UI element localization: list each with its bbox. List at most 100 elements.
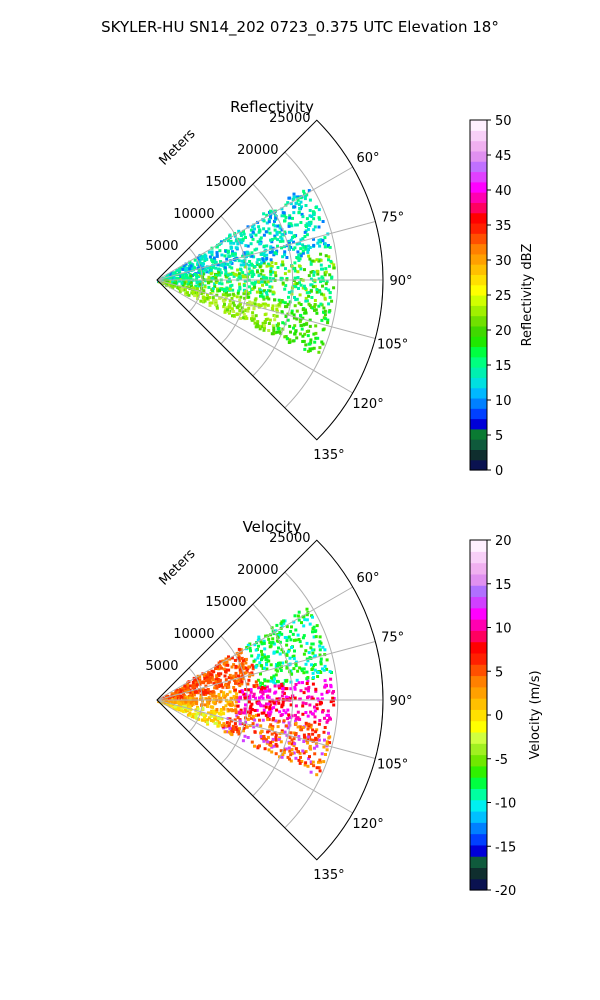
echo-gate: [313, 654, 317, 658]
echo-gate: [274, 736, 278, 740]
echo-gate: [327, 264, 331, 268]
echo-gate: [238, 298, 242, 302]
velocity-grid: [156, 539, 384, 861]
echo-gate: [305, 299, 309, 303]
echo-gate: [171, 284, 175, 288]
echo-gate: [292, 744, 296, 748]
echo-gate: [256, 320, 260, 324]
echo-gate: [328, 245, 332, 249]
echo-gate: [253, 302, 257, 306]
echo-gate: [251, 274, 254, 278]
echo-gate: [289, 222, 293, 226]
echo-gate: [265, 295, 269, 299]
echo-gate: [303, 230, 307, 234]
colorbar-tick-label: 10: [495, 622, 512, 637]
echo-gate: [239, 696, 243, 700]
echo-gate: [197, 268, 201, 272]
echo-gate: [223, 730, 227, 734]
echo-gate: [308, 318, 312, 322]
colorbar-tick-label: -20: [495, 884, 516, 899]
reflectivity-angle-tick-labels: 60°75°90°105°120°135°: [313, 151, 412, 463]
echo-gate: [270, 238, 274, 241]
colorbar-swatch: [470, 788, 487, 801]
echo-gate: [278, 330, 282, 334]
echo-gate: [173, 282, 177, 286]
echo-gate: [311, 285, 315, 289]
echo-gate: [229, 676, 233, 680]
echo-gate: [198, 682, 202, 686]
echo-gate: [253, 718, 257, 722]
echo-gate: [278, 755, 281, 759]
echo-gate: [287, 295, 290, 299]
echo-gate: [214, 694, 218, 698]
echo-gate: [228, 265, 232, 269]
echo-gate: [302, 751, 306, 755]
echo-gate: [242, 259, 246, 263]
echo-gate: [241, 711, 245, 715]
echo-gate: [320, 752, 324, 756]
echo-gate: [278, 301, 282, 305]
echo-gate: [283, 253, 286, 257]
echo-gate: [232, 303, 236, 307]
echo-gate: [266, 262, 270, 266]
echo-gate: [209, 269, 213, 273]
echo-gate: [310, 712, 314, 716]
echo-gate: [270, 306, 274, 310]
echo-gate: [220, 240, 223, 244]
echo-gate: [234, 664, 238, 668]
echo-gate: [176, 286, 180, 289]
echo-gate: [189, 690, 193, 694]
echo-gate: [311, 732, 315, 736]
echo-gate: [229, 700, 232, 704]
echo-gate: [207, 675, 211, 679]
echo-gate: [168, 273, 172, 277]
echo-gate: [274, 274, 278, 278]
echo-gate: [311, 697, 315, 701]
echo-gate: [233, 234, 237, 238]
echo-gate: [201, 680, 205, 684]
echo-gate: [310, 663, 313, 667]
echo-gate: [181, 267, 185, 271]
echo-gate: [283, 245, 286, 249]
echo-gate: [184, 262, 188, 266]
echo-gate: [199, 299, 203, 303]
echo-gate: [279, 749, 283, 753]
echo-gate: [325, 658, 329, 662]
echo-gate: [259, 724, 263, 728]
echo-gate: [185, 274, 188, 277]
echo-gate: [296, 276, 300, 279]
echo-gate: [282, 751, 286, 755]
echo-gate: [283, 287, 287, 291]
echo-gate: [247, 285, 251, 289]
echo-gate: [309, 270, 313, 274]
echo-gate: [312, 625, 316, 629]
echo-gate: [243, 723, 247, 726]
echo-gate: [162, 281, 166, 285]
echo-gate: [270, 641, 274, 645]
echo-gate: [296, 195, 300, 199]
echo-gate: [263, 655, 267, 659]
echo-gate: [223, 266, 227, 270]
echo-gate: [218, 281, 222, 285]
echo-gate: [169, 704, 173, 708]
echo-gate: [317, 277, 321, 281]
echo-gate: [304, 662, 308, 666]
echo-gate: [318, 244, 322, 248]
echo-gate: [321, 328, 325, 332]
echo-gate: [226, 663, 230, 667]
echo-gate: [194, 708, 198, 712]
echo-gate: [246, 717, 250, 721]
echo-gate: [192, 701, 196, 705]
echo-gate: [280, 731, 284, 734]
echo-gate: [255, 714, 258, 717]
colorbar-swatch: [470, 150, 487, 162]
echo-gate: [301, 215, 305, 219]
echo-gate: [211, 690, 215, 694]
echo-gate: [259, 242, 262, 245]
echo-gate: [268, 285, 272, 289]
echo-gate: [305, 677, 309, 681]
echo-gate: [241, 254, 245, 258]
echo-gate: [239, 295, 243, 299]
echo-gate: [324, 267, 328, 271]
echo-gate: [278, 736, 282, 740]
